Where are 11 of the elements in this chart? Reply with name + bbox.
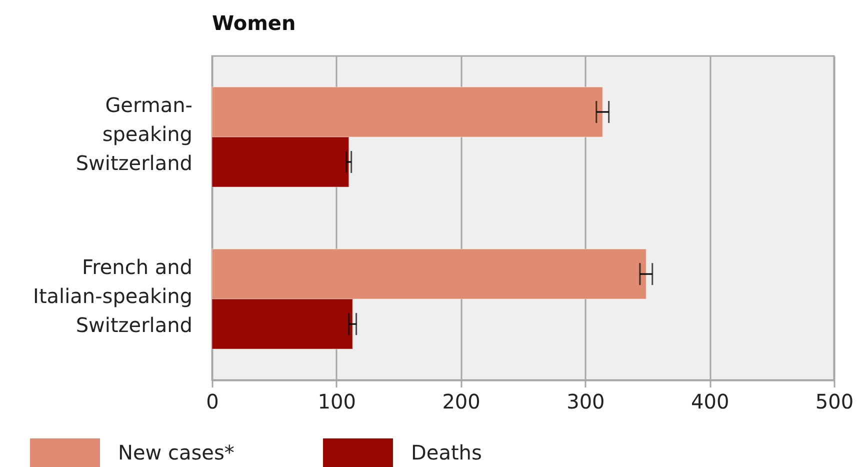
legend-label: Deaths: [411, 440, 482, 464]
y-tick-label: French and Italian-speaking Switzerland: [33, 255, 192, 338]
x-tick-label: 100: [318, 390, 356, 414]
x-tick-label: 300: [566, 390, 605, 414]
x-tick-label: 500: [815, 390, 854, 414]
chart-title: Women: [212, 11, 296, 35]
legend-label: New cases*: [118, 440, 234, 464]
y-tick-label: German- speaking Switzerland: [76, 92, 192, 175]
x-tick-label: 0: [206, 390, 219, 414]
x-tick-label: 400: [691, 390, 730, 414]
x-tick-label: 200: [442, 390, 480, 414]
